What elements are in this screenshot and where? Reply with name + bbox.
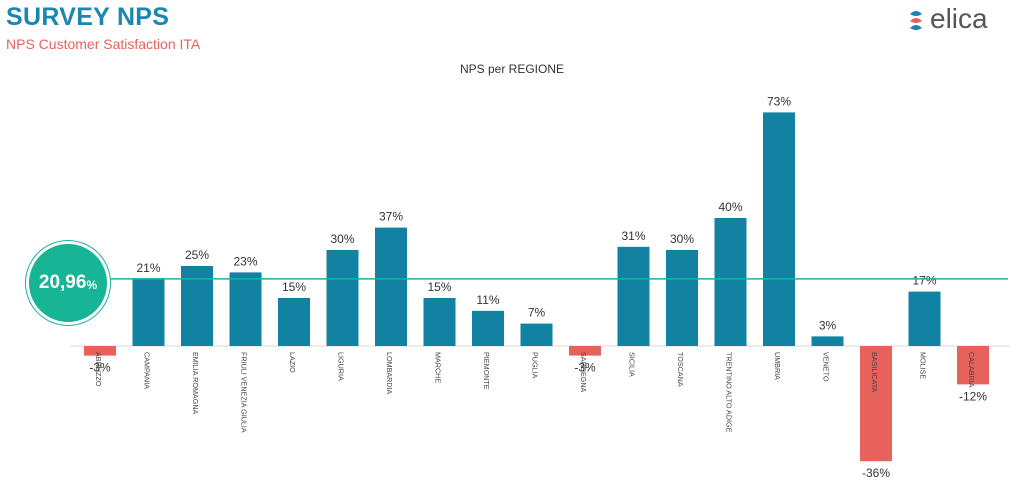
value-label: 15% — [427, 280, 451, 294]
bar-lombardia — [375, 227, 407, 346]
value-label: 3% — [819, 318, 837, 332]
category-label: PUGLIA — [531, 352, 540, 379]
category-label: MOLISE — [919, 352, 928, 379]
bar-sardegna — [569, 346, 601, 356]
bar-basilicata — [860, 346, 892, 462]
bar-trentino-alto-adige — [714, 218, 747, 346]
logo-mark-icon — [910, 11, 922, 30]
bar-veneto — [811, 336, 844, 346]
bar-lazio — [278, 298, 310, 346]
average-value: 20,96 — [38, 272, 87, 293]
category-label: CALABRIA — [967, 352, 976, 388]
category-label: SICILIA — [628, 352, 637, 377]
value-label: 11% — [476, 293, 499, 307]
value-label: 25% — [185, 248, 209, 262]
value-label: 40% — [718, 200, 742, 214]
bar-piemonte — [472, 310, 504, 346]
bar-umbria — [763, 112, 795, 347]
page-subtitle: NPS Customer Satisfaction ITA — [6, 36, 201, 52]
category-label: SARDEGNA — [579, 352, 588, 393]
category-label: CAMPANIA — [143, 352, 152, 389]
value-label: 17% — [912, 274, 936, 288]
bar-liguria — [326, 250, 359, 346]
value-label: -36% — [862, 466, 890, 480]
page-title: SURVEY NPS — [6, 3, 170, 31]
bar-campania — [132, 278, 165, 346]
bar-emilia-romagna — [181, 266, 213, 346]
bar-puglia — [520, 323, 553, 346]
value-label: 7% — [528, 306, 546, 320]
bar-calabria — [957, 346, 989, 385]
category-label: BASILICATA — [870, 352, 879, 393]
category-label: PIEMONTE — [482, 352, 491, 390]
category-label: MARCHE — [434, 352, 443, 383]
chart-title: NPS per REGIONE — [459, 62, 565, 76]
value-label: 30% — [330, 232, 354, 246]
bar-molise — [908, 291, 941, 346]
value-label: 21% — [136, 261, 160, 275]
category-label: ABRUZZO — [94, 352, 103, 387]
category-label: EMILIA ROMAGNA — [191, 352, 200, 415]
bar-abruzzo — [84, 346, 116, 356]
value-label: 23% — [233, 254, 257, 268]
category-label: LIGURIA — [337, 352, 346, 381]
category-label: FRIULI VENEZIA GIULIA — [240, 352, 249, 433]
category-label: UMBRIA — [773, 352, 782, 380]
logo-text: elica — [930, 4, 988, 34]
value-label: -3% — [89, 361, 111, 375]
bar-toscana — [666, 250, 698, 346]
category-label: VENETO — [822, 352, 831, 382]
value-label: 37% — [379, 210, 403, 224]
value-label: 15% — [282, 280, 306, 294]
average-nps-badge: 20,96% — [26, 241, 110, 325]
average-unit: % — [86, 278, 98, 292]
value-label: -12% — [959, 389, 987, 403]
value-label: 30% — [670, 232, 694, 246]
value-label: -3% — [574, 361, 596, 375]
elica-logo: elica — [910, 4, 988, 34]
category-label: TRENTINO ALTO ADIGE — [725, 352, 734, 433]
value-label: 31% — [621, 229, 645, 243]
bar-sicilia — [617, 246, 650, 346]
category-label: TOSCANA — [676, 352, 685, 387]
value-label: 73% — [767, 94, 791, 108]
bar-marche — [423, 298, 456, 346]
bar-friuli-venezia-giulia — [229, 272, 262, 346]
category-label: LOMBARDIA — [385, 352, 394, 395]
category-label: LAZIO — [288, 352, 297, 373]
